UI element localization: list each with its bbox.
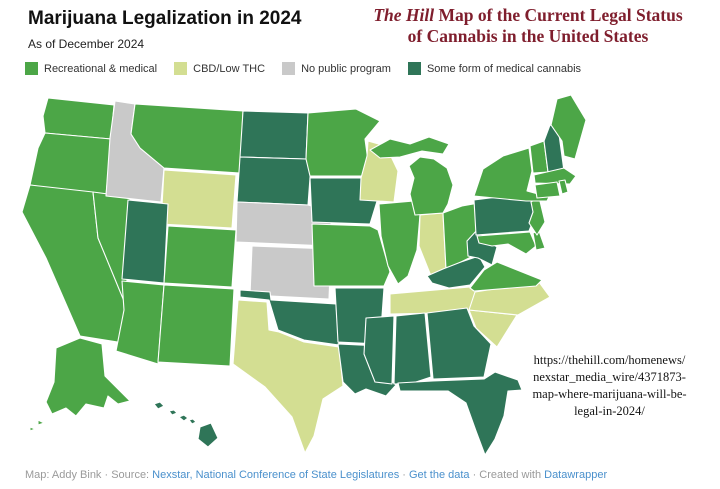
- state-NY[interactable]: New York: [473, 147, 550, 202]
- state-NM[interactable]: New Mexico: [157, 284, 235, 367]
- state-TX[interactable]: Texas: [232, 299, 344, 454]
- state-HI[interactable]: Hawaii: [153, 401, 219, 448]
- article-url-line: legal-in-2024/: [574, 404, 645, 418]
- legend-item-recreational: Recreational & medical: [25, 62, 157, 75]
- state-ME[interactable]: Maine: [550, 94, 587, 160]
- legend-label-recreational: Recreational & medical: [44, 62, 158, 75]
- legend-swatch-cbd-icon: [174, 62, 188, 75]
- overlay-heading-line2: of Cannabis in the United States: [407, 26, 649, 46]
- footer-created-with: · Created with: [469, 469, 545, 481]
- state-CT[interactable]: Connecticut: [534, 181, 561, 199]
- legend-item-medical: Some form of medical cannabis: [407, 62, 582, 75]
- legend-item-cbd: CBD/Low THC: [174, 62, 265, 75]
- page-subtitle: As of December 2024: [28, 37, 145, 51]
- state-ND[interactable]: North Dakota: [239, 110, 309, 160]
- us-map-svg: WashingtonOregonCaliforniaNevadaIdahoMon…: [21, 94, 587, 456]
- state-UT[interactable]: Utah: [121, 199, 169, 284]
- footer-source-link[interactable]: Nexstar, National Conference of State Le…: [152, 469, 400, 481]
- legend-swatch-none-icon: [282, 62, 296, 75]
- state-CO[interactable]: Colorado: [163, 225, 237, 288]
- legend-swatch-medical-icon: [407, 62, 421, 75]
- state-FL[interactable]: Florida: [397, 371, 523, 456]
- us-choropleth-map: WashingtonOregonCaliforniaNevadaIdahoMon…: [18, 86, 606, 468]
- state-SD[interactable]: South Dakota: [236, 156, 312, 206]
- article-url-note: https://thehill.com/homenews/nexstar_med…: [502, 352, 717, 420]
- article-url-line: https://thehill.com/homenews/: [533, 353, 686, 367]
- state-VA[interactable]: Virginia: [469, 261, 543, 292]
- legend-swatch-recreational-icon: [25, 62, 38, 75]
- legend-label-none: No public program: [301, 62, 391, 75]
- footer-separator: ·: [399, 469, 409, 481]
- state-NJ[interactable]: New Jersey: [528, 196, 546, 236]
- state-IN[interactable]: Indiana: [418, 212, 447, 277]
- overlay-heading-line1: The Hill Map of the Current Legal Status: [338, 5, 718, 26]
- state-WA[interactable]: Washington: [42, 97, 115, 140]
- state-MO[interactable]: Missouri: [311, 223, 391, 287]
- state-WY[interactable]: Wyoming: [160, 169, 237, 229]
- footer-byline: Map: Addy Bink · Source:: [25, 469, 153, 481]
- legend-label-medical: Some form of medical cannabis: [426, 62, 582, 75]
- map-legend: Recreational & medical CBD/Low THC No pu…: [25, 62, 581, 75]
- state-AK[interactable]: Alaska: [29, 337, 131, 432]
- footer-get-data-link[interactable]: Get the data: [408, 469, 470, 481]
- state-MI[interactable]: Michigan: [369, 136, 454, 216]
- footer-datawrapper-link[interactable]: Datawrapper: [544, 469, 608, 481]
- legend-item-none: No public program: [282, 62, 391, 75]
- state-GA[interactable]: Georgia: [426, 307, 492, 380]
- article-url-line: nexstar_media_wire/4371873-: [533, 370, 686, 384]
- state-AL[interactable]: Alabama: [393, 312, 432, 385]
- state-KS[interactable]: Kansas: [249, 245, 332, 300]
- state-OK[interactable]: Oklahoma: [239, 289, 340, 346]
- state-AZ[interactable]: Arizona: [115, 280, 165, 365]
- state-KY[interactable]: Kentucky: [426, 255, 486, 289]
- attribution-footer: Map: Addy Bink · Source: Nexstar, Nation…: [25, 469, 607, 481]
- overlay-heading-line1-rest: Map of the Current Legal Status: [434, 5, 683, 25]
- overlay-heading-brand: The Hill: [373, 5, 435, 25]
- article-url-line: map-where-marijuana-will-be-: [532, 387, 687, 401]
- page-title: Marijuana Legalization in 2024: [28, 8, 302, 29]
- state-RI[interactable]: Rhode Island: [558, 179, 569, 195]
- overlay-heading: The Hill Map of the Current Legal Status…: [338, 5, 718, 47]
- state-MS[interactable]: Mississippi: [363, 315, 395, 385]
- state-MD[interactable]: Maryland: [476, 231, 537, 255]
- legend-label-cbd: CBD/Low THC: [193, 62, 266, 75]
